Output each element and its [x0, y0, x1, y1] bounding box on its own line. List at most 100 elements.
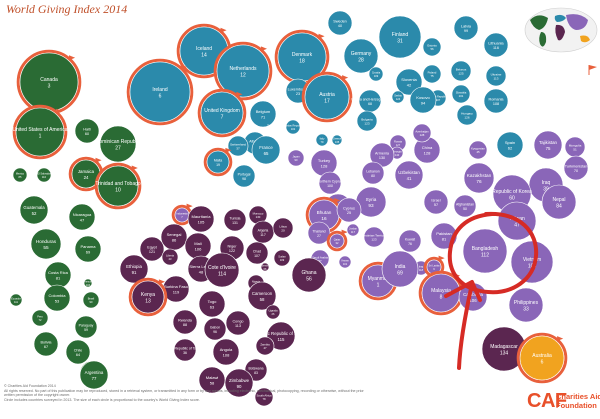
- country-rank: 37: [236, 146, 240, 150]
- flag-icon: [225, 147, 232, 155]
- country-name: Togo: [208, 299, 218, 304]
- country-name: Ireland: [152, 87, 168, 93]
- country-rank: 8: [440, 295, 443, 301]
- country-circle: [33, 331, 59, 357]
- country-circle: [462, 228, 508, 274]
- country-name: Costa Rica: [48, 270, 69, 275]
- country-rank: 47: [263, 346, 267, 350]
- country-rank: 56: [306, 277, 312, 283]
- country-name: Ecuador: [11, 296, 21, 300]
- country-name: Algeria: [258, 228, 269, 232]
- country-name: Iceland: [196, 46, 212, 52]
- country-name: Syria: [366, 197, 377, 202]
- country-name: The Former Yugoslav Republic of Macedoni…: [267, 123, 319, 127]
- country-circle: [161, 248, 179, 266]
- country-name: France: [259, 145, 273, 150]
- country-circle: [82, 291, 100, 309]
- country-rank: 41: [407, 176, 412, 181]
- country-rank: 65: [264, 151, 269, 156]
- country-name: Benin: [262, 263, 269, 267]
- red-annotation: [444, 211, 539, 370]
- country-rank: 1: [39, 134, 42, 140]
- country-circle: [508, 287, 544, 323]
- country-circle: [83, 278, 93, 288]
- top-twenty-ring: [12, 104, 68, 160]
- country-name: Nigeria: [252, 279, 261, 283]
- country-rank: 79: [321, 140, 324, 144]
- country-circle: [173, 338, 197, 362]
- country-name: Belgium: [256, 109, 271, 114]
- country-rank: 80: [371, 174, 375, 178]
- country-circle: [225, 310, 251, 336]
- country-circle: [409, 86, 437, 114]
- flag-icon: [220, 27, 227, 35]
- country-rank: 118: [419, 268, 424, 272]
- country-name: Zimbabwe: [229, 378, 250, 383]
- country-circle: [15, 107, 65, 157]
- country-circle: [245, 241, 269, 265]
- country-rank: 121: [149, 250, 155, 254]
- country-circle: [139, 236, 165, 262]
- country-rank: 108: [223, 352, 231, 357]
- country-name: Kenya: [141, 292, 155, 298]
- country-rank: 101: [343, 262, 348, 266]
- country-rank: 32: [336, 241, 339, 245]
- country-circle: [394, 160, 424, 190]
- country-circle: [260, 262, 270, 272]
- country-circle: [368, 66, 384, 82]
- country-name: Italy: [320, 136, 325, 140]
- country-rank: 88: [183, 323, 187, 327]
- flag-icon: [438, 255, 445, 263]
- country-rank: 112: [481, 253, 489, 259]
- country-name: Dominican Republic: [96, 139, 141, 145]
- flag-icon: [557, 336, 564, 343]
- country-circle: [266, 321, 296, 351]
- country-name: Portugal: [238, 172, 251, 176]
- country-rank: 17: [324, 99, 330, 105]
- country-circle: [187, 205, 215, 233]
- country-rank: 39: [543, 187, 549, 193]
- country-rank: 117: [351, 230, 356, 234]
- country-circle: [315, 133, 329, 147]
- country-name: Zambia: [260, 342, 270, 346]
- country-name: Malaysia: [431, 288, 451, 294]
- flag-icon: [334, 198, 341, 205]
- country-rank: 25: [347, 211, 351, 215]
- country-circle: [422, 64, 442, 84]
- country-name: Indonesia: [176, 211, 188, 215]
- country-name: Ghana: [301, 270, 316, 276]
- top-twenty-ring: [126, 58, 194, 126]
- country-rank: 85: [19, 175, 22, 179]
- country-name: Latvia: [461, 24, 472, 28]
- country-rank: 7: [181, 215, 183, 219]
- country-rank: 117: [260, 233, 266, 237]
- country-rank: 3: [48, 84, 51, 90]
- country-rank: 60: [85, 132, 89, 136]
- country-name: Greece: [333, 136, 342, 140]
- caf-name: Charities Aid Foundation: [556, 392, 600, 410]
- caf-logo: CAF: [527, 390, 567, 412]
